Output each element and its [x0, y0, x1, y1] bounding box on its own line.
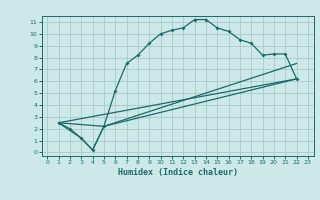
X-axis label: Humidex (Indice chaleur): Humidex (Indice chaleur)	[118, 168, 237, 177]
